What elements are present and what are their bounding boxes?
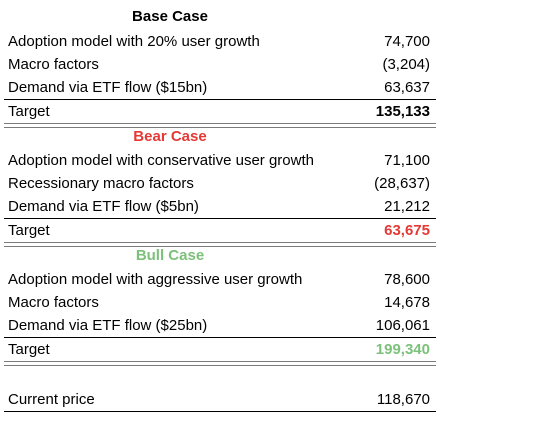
- double-underline: [4, 123, 436, 128]
- bull-target-row: Target 199,340: [4, 338, 436, 361]
- base-row-macro: Macro factors (3,204): [4, 53, 436, 76]
- row-label: Adoption model with aggressive user grow…: [8, 271, 303, 288]
- bear-case-title: Bear Case: [133, 128, 207, 145]
- bull-case-title: Bull Case: [135, 247, 205, 264]
- current-price-value: 118,670: [376, 391, 430, 408]
- row-label: Macro factors: [8, 294, 99, 311]
- bull-row-adoption: Adoption model with aggressive user grow…: [4, 268, 436, 291]
- double-underline: [4, 361, 436, 366]
- bear-row-etf: Demand via ETF flow ($5bn) 21,212: [4, 195, 436, 219]
- row-value: (28,637): [374, 175, 430, 192]
- row-label: Demand via ETF flow ($25bn): [8, 317, 208, 334]
- row-value: 21,212: [384, 198, 430, 215]
- bull-target-value: 199,340: [375, 341, 430, 358]
- row-label: Recessionary macro factors: [8, 175, 194, 192]
- bear-target-value: 63,675: [384, 222, 430, 239]
- target-label: Target: [8, 222, 50, 239]
- target-label: Target: [8, 341, 50, 358]
- row-label: Adoption model with conservative user gr…: [8, 152, 314, 169]
- row-value: 14,678: [384, 294, 430, 311]
- row-value: 71,100: [384, 152, 430, 169]
- base-target-value: 135,133: [375, 103, 430, 120]
- double-underline: [4, 242, 436, 247]
- row-value: 78,600: [384, 271, 430, 288]
- row-label: Demand via ETF flow ($15bn): [8, 79, 208, 96]
- base-case-title: Base Case: [132, 8, 208, 25]
- bear-row-adoption: Adoption model with conservative user gr…: [4, 149, 436, 172]
- target-label: Target: [8, 103, 50, 120]
- current-price-label: Current price: [8, 391, 95, 408]
- bear-target-row: Target 63,675: [4, 219, 436, 242]
- row-label: Demand via ETF flow ($5bn): [8, 198, 199, 215]
- current-price-row: Current price 118,670: [4, 388, 436, 412]
- bull-row-etf: Demand via ETF flow ($25bn) 106,061: [4, 314, 436, 338]
- row-value: 63,637: [384, 79, 430, 96]
- row-label: Adoption model with 20% user growth: [8, 33, 260, 50]
- base-row-etf: Demand via ETF flow ($15bn) 63,637: [4, 76, 436, 100]
- row-label: Macro factors: [8, 56, 99, 73]
- base-row-adoption: Adoption model with 20% user growth 74,7…: [4, 30, 436, 53]
- row-value: 74,700: [384, 33, 430, 50]
- bull-row-macro: Macro factors 14,678: [4, 291, 436, 314]
- bear-row-macro: Recessionary macro factors (28,637): [4, 172, 436, 195]
- base-target-row: Target 135,133: [4, 100, 436, 123]
- row-value: 106,061: [375, 317, 430, 334]
- row-value: (3,204): [382, 56, 430, 73]
